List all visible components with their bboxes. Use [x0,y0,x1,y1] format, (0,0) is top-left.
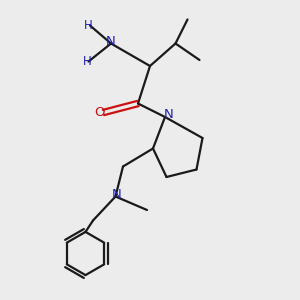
Text: N: N [112,188,122,202]
Text: N: N [164,108,173,122]
Text: H: H [82,55,91,68]
Text: H: H [84,19,93,32]
Text: N: N [106,35,116,48]
Text: O: O [95,106,105,119]
